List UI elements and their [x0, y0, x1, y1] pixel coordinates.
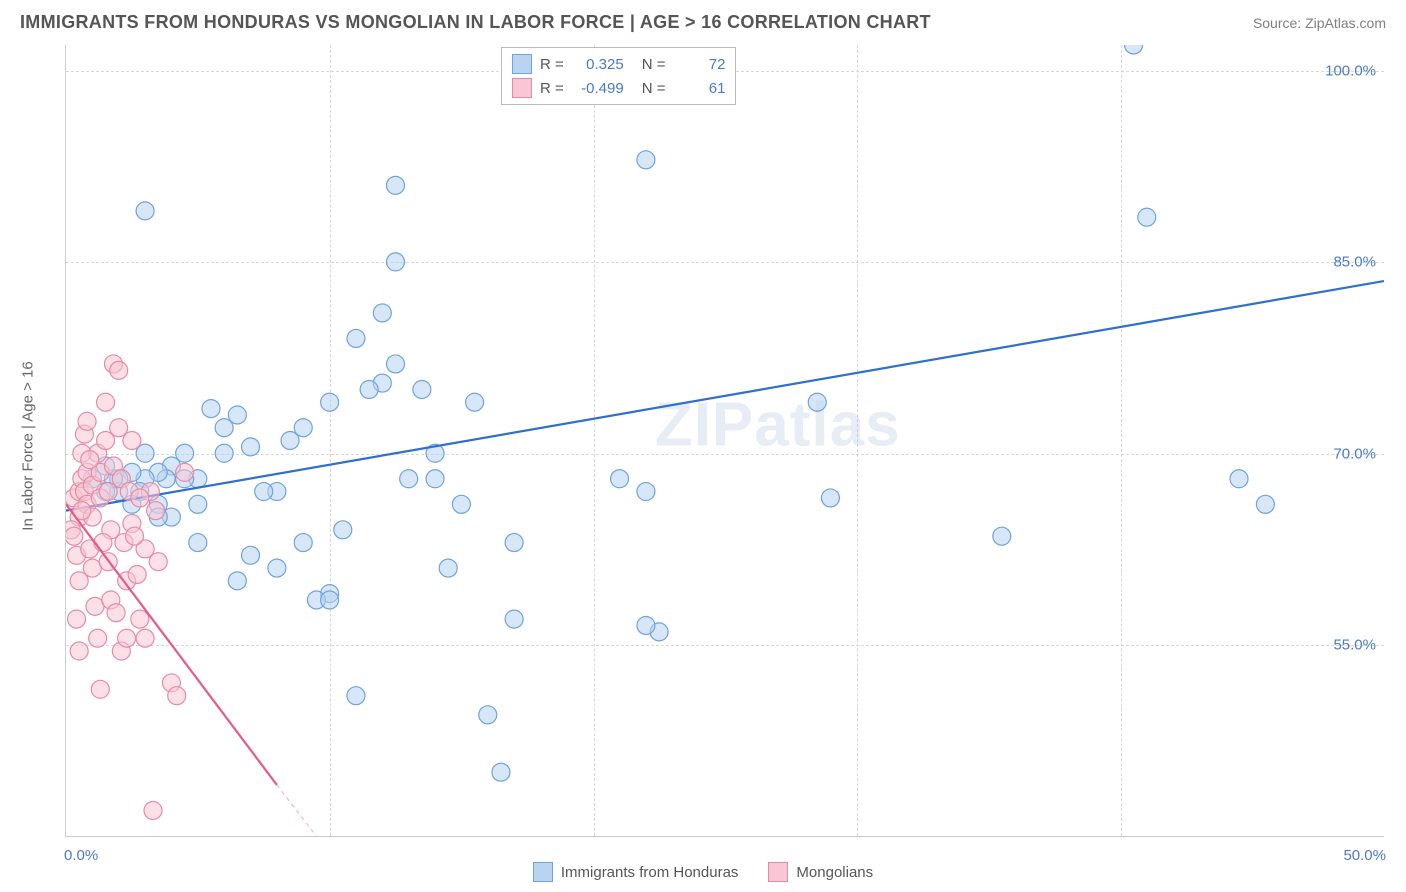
legend-stat-row: R = -0.499 N = 61: [512, 76, 726, 100]
trend-line: [66, 281, 1384, 511]
legend-series-label: Mongolians: [796, 864, 873, 881]
scatter-point: [387, 253, 405, 271]
legend-r-value: 0.325: [572, 56, 624, 73]
scatter-point: [128, 565, 146, 583]
scatter-point: [426, 470, 444, 488]
scatter-point: [70, 642, 88, 660]
scatter-point: [91, 680, 109, 698]
scatter-point: [492, 763, 510, 781]
scatter-point: [268, 559, 286, 577]
legend-swatch: [512, 54, 532, 74]
legend-n-label: N =: [642, 56, 666, 73]
scatter-point: [637, 151, 655, 169]
scatter-point: [334, 521, 352, 539]
scatter-point: [68, 610, 86, 628]
trend-line-extrapolated: [277, 785, 356, 836]
scatter-point: [294, 534, 312, 552]
series-legend: Immigrants from Honduras Mongolians: [0, 862, 1406, 882]
legend-r-label: R =: [540, 80, 564, 97]
source-attribution: Source: ZipAtlas.com: [1253, 15, 1386, 31]
scatter-point: [387, 176, 405, 194]
legend-n-value: 61: [673, 80, 725, 97]
legend-series-label: Immigrants from Honduras: [561, 864, 739, 881]
scatter-point: [78, 412, 96, 430]
legend-r-value: -0.499: [572, 80, 624, 97]
scatter-point: [202, 400, 220, 418]
scatter-point: [215, 419, 233, 437]
scatter-point: [373, 304, 391, 322]
scatter-point: [255, 483, 273, 501]
scatter-point: [321, 591, 339, 609]
scatter-point: [110, 361, 128, 379]
chart-title: IMMIGRANTS FROM HONDURAS VS MONGOLIAN IN…: [20, 12, 931, 33]
scatter-point: [144, 801, 162, 819]
scatter-point: [118, 629, 136, 647]
scatter-point: [228, 572, 246, 590]
legend-swatch: [512, 78, 532, 98]
scatter-point: [147, 502, 165, 520]
scatter-point: [466, 393, 484, 411]
legend-series-item: Mongolians: [768, 862, 873, 882]
scatter-point: [189, 534, 207, 552]
legend-series-item: Immigrants from Honduras: [533, 862, 739, 882]
scatter-point: [136, 629, 154, 647]
scatter-point: [176, 463, 194, 481]
scatter-point: [821, 489, 839, 507]
scatter-point: [168, 687, 186, 705]
scatter-point: [66, 527, 83, 545]
legend-n-label: N =: [642, 80, 666, 97]
legend-n-value: 72: [673, 56, 725, 73]
scatter-point: [439, 559, 457, 577]
scatter-point: [413, 380, 431, 398]
scatter-point: [89, 629, 107, 647]
scatter-point: [637, 617, 655, 635]
scatter-point: [400, 470, 418, 488]
scatter-point: [242, 546, 260, 564]
scatter-point: [347, 687, 365, 705]
scatter-point: [242, 438, 260, 456]
legend-swatch: [533, 862, 553, 882]
scatter-point: [123, 432, 141, 450]
scatter-point: [347, 329, 365, 347]
scatter-point: [808, 393, 826, 411]
scatter-point: [1256, 495, 1274, 513]
scatter-point: [131, 489, 149, 507]
scatter-point: [505, 610, 523, 628]
scatter-point: [387, 355, 405, 373]
scatter-point: [479, 706, 497, 724]
scatter-point: [505, 534, 523, 552]
legend-stat-row: R = 0.325 N = 72: [512, 52, 726, 76]
scatter-point: [452, 495, 470, 513]
legend-r-label: R =: [540, 56, 564, 73]
scatter-point: [107, 604, 125, 622]
scatter-point: [611, 470, 629, 488]
correlation-legend: R = 0.325 N = 72 R = -0.499 N = 61: [501, 47, 737, 105]
scatter-point: [215, 444, 233, 462]
scatter-point: [97, 393, 115, 411]
legend-swatch: [768, 862, 788, 882]
scatter-point: [1230, 470, 1248, 488]
scatter-point: [993, 527, 1011, 545]
scatter-point: [189, 495, 207, 513]
scatter-point: [94, 534, 112, 552]
scatter-point: [637, 483, 655, 501]
scatter-point: [1125, 45, 1143, 54]
scatter-point: [131, 610, 149, 628]
scatter-point: [281, 432, 299, 450]
scatter-point: [149, 553, 167, 571]
scatter-point: [321, 393, 339, 411]
scatter-point: [136, 202, 154, 220]
scatter-point: [1138, 208, 1156, 226]
scatter-point: [126, 527, 144, 545]
y-axis-label: In Labor Force | Age > 16: [20, 361, 37, 530]
chart-plot-area: R =0.325N =72R =-0.499N =61 ZIPatlas 55.…: [65, 45, 1384, 837]
scatter-point: [81, 451, 99, 469]
scatter-point: [360, 380, 378, 398]
